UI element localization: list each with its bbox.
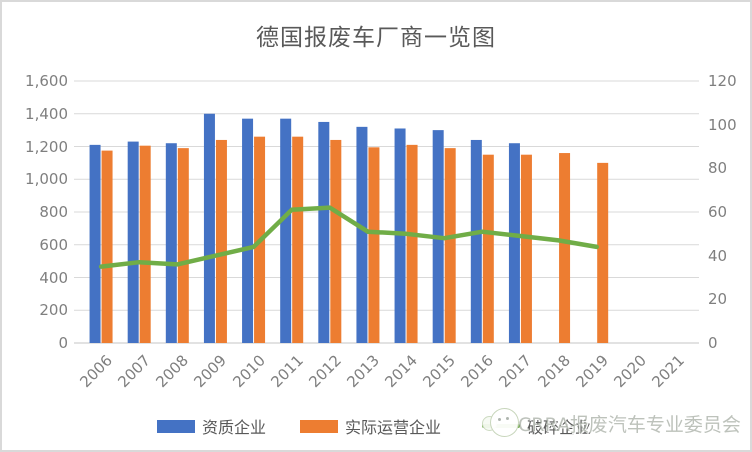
- bar-实际运营企业-2007: [139, 145, 151, 343]
- bar-资质企业-2016: [470, 139, 482, 343]
- bar-资质企业-2013: [356, 126, 368, 343]
- bar-实际运营企业-2017: [520, 154, 532, 343]
- bar-资质企业-2012: [318, 121, 330, 343]
- line-破碎企业: [98, 205, 599, 269]
- bar-资质企业-2010: [242, 118, 254, 343]
- bar-实际运营企业-2015: [444, 148, 456, 343]
- legend-label-operating: 实际运营企业: [345, 418, 442, 437]
- bar-实际运营企业-2016: [482, 154, 494, 343]
- bar-实际运营企业-2012: [330, 139, 342, 343]
- bar-实际运营企业-2013: [368, 147, 380, 343]
- y-left-tick: 1,600: [25, 72, 68, 90]
- bar-实际运营企业-2018: [559, 153, 571, 343]
- legend-label-shredder: 破碎企业: [527, 418, 592, 437]
- bar-实际运营企业-2011: [292, 136, 304, 343]
- y-left-tick: 200: [39, 301, 68, 320]
- bar-资质企业-2017: [508, 143, 520, 343]
- legend-swatch-green-line: [482, 424, 520, 428]
- bar-实际运营企业-2008: [177, 148, 189, 343]
- y-right-tick: 60: [708, 203, 728, 221]
- legend-item-shredder: 破碎企业: [482, 416, 592, 437]
- y-right-tick: 80: [708, 159, 728, 178]
- bar-实际运营企业-2006: [101, 150, 113, 343]
- y-right-tick: 120: [708, 72, 737, 90]
- legend-swatch-blue-bar: [157, 419, 195, 433]
- y-left-tick: 600: [39, 235, 68, 254]
- bar-资质企业-2009: [203, 113, 215, 343]
- bar-资质企业-2006: [89, 144, 101, 343]
- y-left-tick: 1,200: [25, 137, 68, 156]
- bar-资质企业-2014: [394, 128, 406, 343]
- y-left-tick: 400: [39, 268, 68, 287]
- legend-label-qualified: 资质企业: [202, 418, 267, 437]
- bar-资质企业-2007: [127, 141, 139, 343]
- chart-title: 德国报废车厂商一览图: [256, 25, 496, 51]
- y-left-tick: 1,000: [25, 170, 68, 189]
- bar-资质企业-2008: [165, 143, 177, 343]
- y-right-tick: 0: [708, 334, 718, 352]
- y-right-tick: 20: [708, 290, 728, 309]
- y-left-tick: 800: [39, 203, 68, 221]
- bar-实际运营企业-2009: [215, 139, 227, 343]
- legend-item-operating: 实际运营企业: [300, 416, 442, 437]
- y-right-tick: 40: [708, 246, 728, 265]
- y-left-tick: 0: [58, 334, 68, 352]
- bar-实际运营企业-2014: [406, 144, 418, 343]
- legend-item-qualified: 资质企业: [157, 416, 267, 437]
- bar-实际运营企业-2019: [597, 162, 609, 343]
- y-left-tick: 1,400: [25, 104, 68, 123]
- legend-swatch-orange-bar: [300, 419, 338, 433]
- y-right-tick: 100: [708, 115, 737, 134]
- bar-资质企业-2011: [280, 118, 292, 343]
